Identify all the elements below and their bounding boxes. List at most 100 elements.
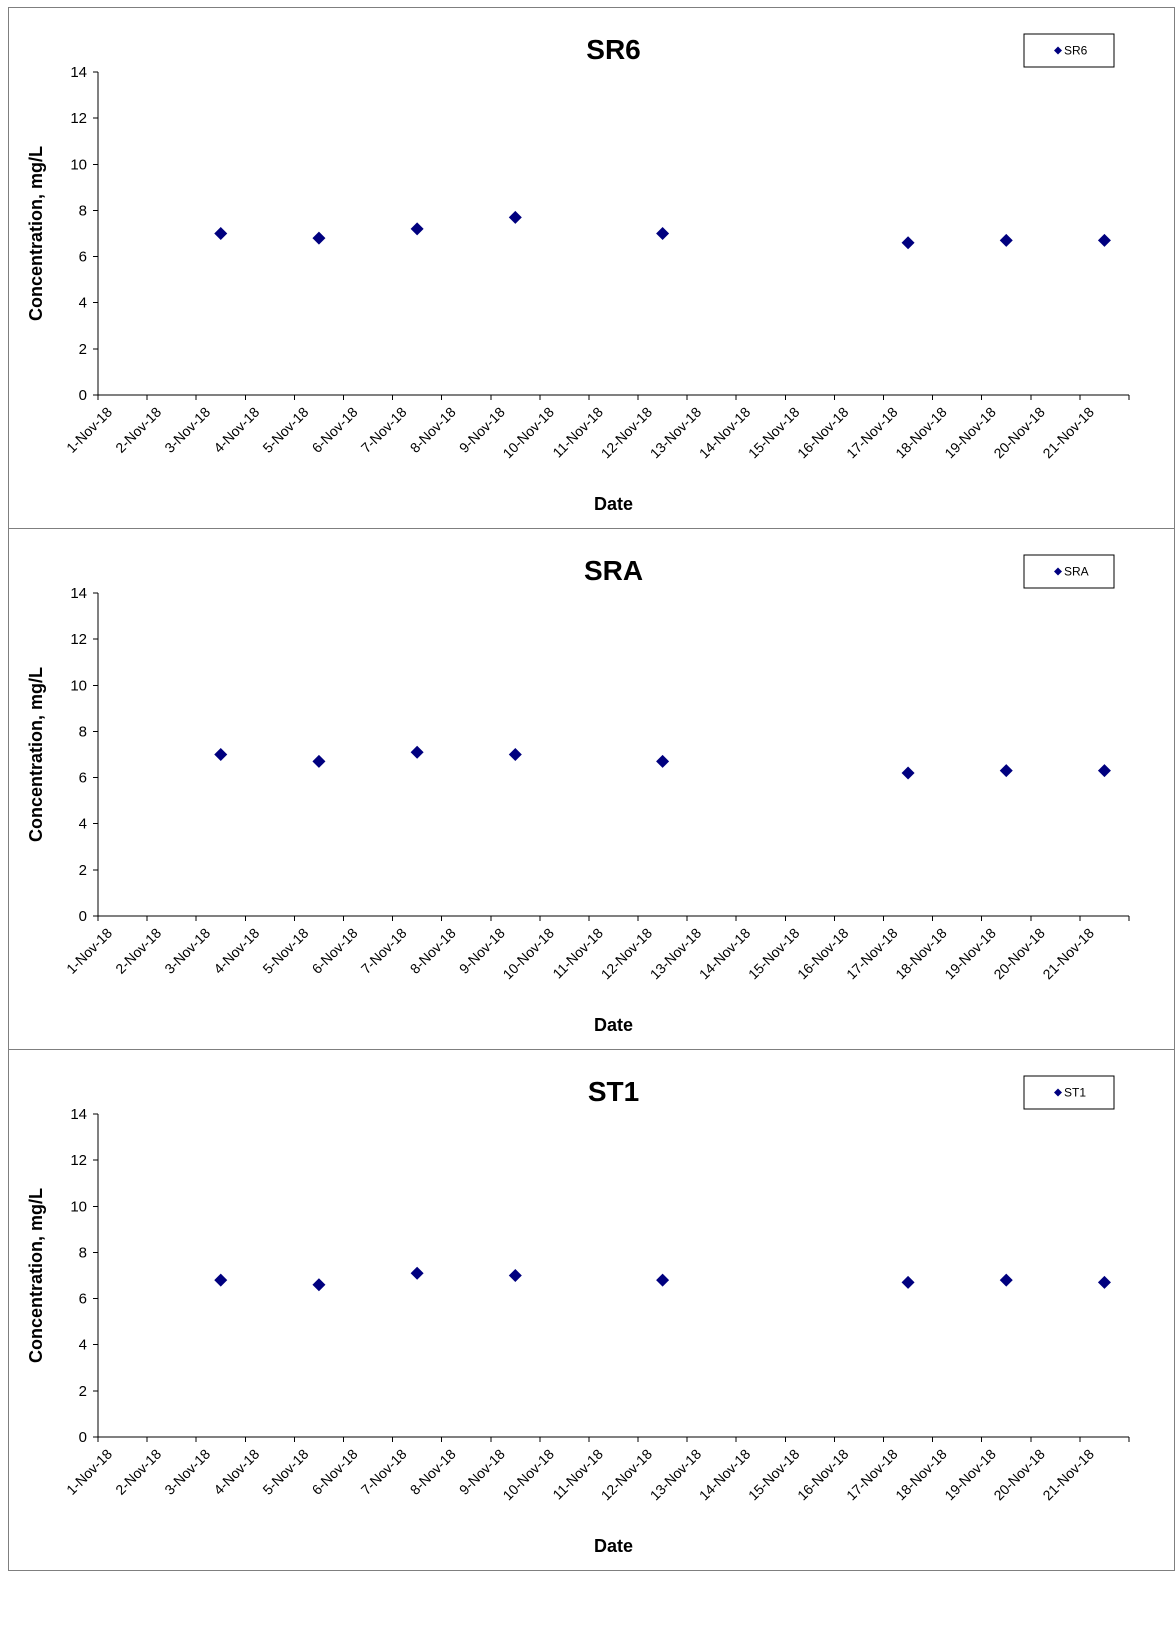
- legend: SRA: [1023, 554, 1115, 589]
- y-tick-label: 4: [79, 295, 87, 312]
- x-tick-label: 5-Nov-18: [259, 404, 311, 456]
- x-tick-label: 1-Nov-18: [63, 404, 115, 456]
- y-tick-label: 8: [79, 202, 87, 219]
- x-tick-label: 16-Nov-18: [794, 404, 852, 462]
- x-tick-label: 14-Nov-18: [696, 925, 754, 983]
- legend-label: SR6: [1064, 44, 1088, 58]
- legend-label: SRA: [1064, 565, 1089, 579]
- x-axis-label: Date: [594, 1536, 633, 1556]
- chart-panel-1: SR6 0 2 4 6 8 10 12 14 1-Nov-18 2-Nov-18 3-Nov-18 4-…: [8, 7, 1175, 529]
- x-tick-label: 5-Nov-18: [259, 925, 311, 977]
- data-point-diamond: [1097, 233, 1111, 247]
- x-tick-label: 19-Nov-18: [941, 404, 999, 462]
- x-tick-label: 2-Nov-18: [112, 1446, 164, 1498]
- legend-marker-diamond: [1054, 46, 1062, 55]
- x-tick-label: 11-Nov-18: [549, 1446, 606, 1503]
- y-tick-label: 12: [70, 631, 87, 648]
- x-tick-label: 17-Nov-18: [843, 925, 901, 983]
- x-tick-label: 8-Nov-18: [407, 404, 459, 456]
- data-point-diamond: [1097, 764, 1111, 778]
- x-tick-label: 13-Nov-18: [647, 404, 705, 462]
- data-point-diamond: [901, 1275, 915, 1289]
- x-tick-label: 21-Nov-18: [1039, 925, 1097, 983]
- y-tick-label: 2: [79, 862, 87, 879]
- x-tick-label: 15-Nov-18: [745, 404, 803, 462]
- data-point-diamond: [901, 766, 915, 780]
- x-tick-label: 20-Nov-18: [990, 1446, 1048, 1504]
- x-axis-label: Date: [594, 1015, 633, 1035]
- y-axis-label: Concentration, mg/L: [26, 146, 46, 321]
- y-tick-label: 14: [70, 64, 87, 81]
- x-tick-label: 1-Nov-18: [63, 925, 115, 977]
- x-tick-label: 11-Nov-18: [549, 925, 606, 982]
- x-tick-label: 8-Nov-18: [407, 1446, 459, 1498]
- data-point-diamond: [214, 748, 228, 761]
- legend-marker-diamond: [1054, 1088, 1062, 1097]
- x-tick-label: 4-Nov-18: [210, 925, 262, 977]
- chart-title: SR6: [586, 34, 640, 65]
- y-tick-label: 6: [79, 249, 87, 266]
- y-tick-label: 2: [79, 341, 87, 358]
- data-point-diamond: [410, 1266, 424, 1280]
- x-tick-label: 6-Nov-18: [309, 404, 361, 456]
- y-tick-label: 12: [70, 110, 87, 127]
- data-point-diamond: [508, 748, 522, 761]
- x-tick-label: 13-Nov-18: [647, 1446, 705, 1504]
- x-tick-label: 14-Nov-18: [696, 1446, 754, 1504]
- legend: ST1: [1023, 1075, 1115, 1110]
- x-tick-label: 6-Nov-18: [309, 1446, 361, 1498]
- chart-title: ST1: [588, 1076, 639, 1107]
- y-tick-label: 6: [79, 770, 87, 787]
- data-point-diamond: [312, 754, 326, 768]
- y-tick-label: 6: [79, 1291, 87, 1308]
- data-point-diamond: [410, 222, 424, 236]
- data-point-diamond: [656, 227, 670, 240]
- x-tick-label: 17-Nov-18: [843, 1446, 901, 1504]
- data-point-diamond: [508, 1269, 522, 1282]
- data-point-diamond: [999, 233, 1013, 247]
- x-tick-label: 14-Nov-18: [696, 404, 754, 462]
- legend-box: [1023, 33, 1115, 68]
- x-tick-label: 19-Nov-18: [941, 925, 999, 983]
- y-tick-label: 14: [70, 1106, 87, 1123]
- y-tick-label: 10: [70, 677, 87, 694]
- legend: SR6: [1023, 33, 1115, 68]
- x-tick-label: 18-Nov-18: [892, 1446, 950, 1504]
- x-tick-label: 11-Nov-18: [549, 404, 606, 461]
- x-tick-label: 12-Nov-18: [598, 404, 656, 462]
- x-tick-label: 2-Nov-18: [112, 925, 164, 977]
- y-tick-label: 4: [79, 1337, 87, 1354]
- x-tick-label: 16-Nov-18: [794, 925, 852, 983]
- data-point-diamond: [312, 1278, 326, 1292]
- x-tick-label: 21-Nov-18: [1039, 1446, 1097, 1504]
- x-tick-label: 3-Nov-18: [161, 925, 213, 977]
- data-point-diamond: [656, 1273, 670, 1287]
- y-tick-label: 12: [70, 1152, 87, 1169]
- data-point-diamond: [656, 754, 670, 768]
- x-tick-label: 13-Nov-18: [647, 925, 705, 983]
- chart-svg-3: ST1 0 2 4 6 8 10 12 14 1-Nov-182-Nov-183-Nov-184-…: [26, 1075, 1130, 1556]
- x-tick-label: 6-Nov-18: [309, 925, 361, 977]
- x-tick-label: 10-Nov-18: [499, 1446, 557, 1504]
- data-point-diamond: [999, 764, 1013, 778]
- x-tick-label: 18-Nov-18: [892, 404, 950, 462]
- data-point-diamond: [901, 236, 915, 250]
- x-tick-label: 16-Nov-18: [794, 1446, 852, 1504]
- y-tick-label: 10: [70, 156, 87, 173]
- x-tick-label: 17-Nov-18: [843, 404, 901, 462]
- y-tick-label: 14: [70, 585, 87, 602]
- x-tick-label: 2-Nov-18: [112, 404, 164, 456]
- y-tick-label: 0: [79, 908, 87, 925]
- y-tick-label: 0: [79, 387, 87, 404]
- x-tick-label: 5-Nov-18: [259, 1446, 311, 1498]
- y-axis-label: Concentration, mg/L: [26, 1188, 46, 1363]
- data-point-diamond: [508, 210, 522, 224]
- chart-svg-2: SRA 0 2 4 6 8 10 12 14 1-Nov-182-Nov-183-Nov-184-…: [26, 554, 1130, 1035]
- x-tick-label: 19-Nov-18: [941, 1446, 999, 1504]
- legend-box: [1023, 554, 1115, 589]
- x-tick-label: 3-Nov-18: [161, 404, 213, 456]
- x-tick-label: 15-Nov-18: [745, 925, 803, 983]
- x-tick-label: 18-Nov-18: [892, 925, 950, 983]
- x-tick-label: 1-Nov-18: [63, 1446, 115, 1498]
- x-tick-label: 15-Nov-18: [745, 1446, 803, 1504]
